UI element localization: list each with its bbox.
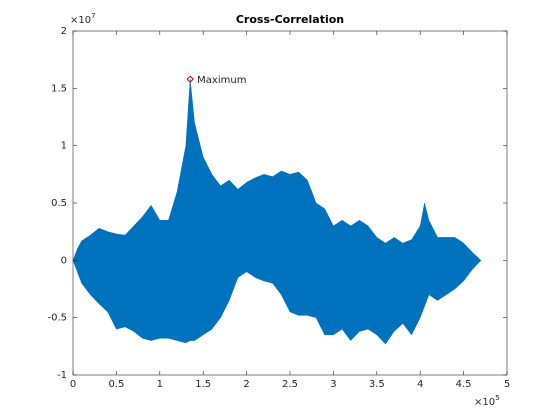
area <box>72 260 482 345</box>
x-tick-label: 5 <box>504 379 510 390</box>
x-tick-label: 2 <box>243 379 249 390</box>
x-tick-label: 4.5 <box>456 379 472 390</box>
x-tick-label: 0 <box>70 379 76 390</box>
y-tick-label: 1 <box>61 141 67 152</box>
x-exponent-base: ×10 <box>474 397 495 408</box>
x-tick-label: 2.5 <box>282 379 298 390</box>
chart-title: Cross-Correlation <box>236 13 344 26</box>
x-tick-label: 3.5 <box>369 379 385 390</box>
annotation-label: Maximum <box>197 75 246 86</box>
x-tick-label: 1.5 <box>195 379 211 390</box>
y-tick-label: 0.5 <box>51 198 67 209</box>
x-tick-label: 4 <box>417 379 423 390</box>
y-tick-label: -1 <box>57 370 67 381</box>
area <box>72 79 482 261</box>
y-exponent: ×107 <box>70 12 96 26</box>
y-exponent-base: ×10 <box>70 15 91 26</box>
x-tick-label: 1 <box>157 379 163 390</box>
x-tick-label: 0.5 <box>108 379 124 390</box>
y-tick-label: 0 <box>61 255 67 266</box>
x-exponent-power: 5 <box>495 394 499 402</box>
x-tick-label: 3 <box>330 379 336 390</box>
y-tick-label: 2 <box>61 26 67 37</box>
y-tick-label: 1.5 <box>51 83 67 94</box>
y-exponent-power: 7 <box>91 12 95 20</box>
y-tick-label: -0.5 <box>47 313 67 324</box>
x-exponent: ×105 <box>474 394 500 408</box>
maximum-marker <box>186 75 194 83</box>
